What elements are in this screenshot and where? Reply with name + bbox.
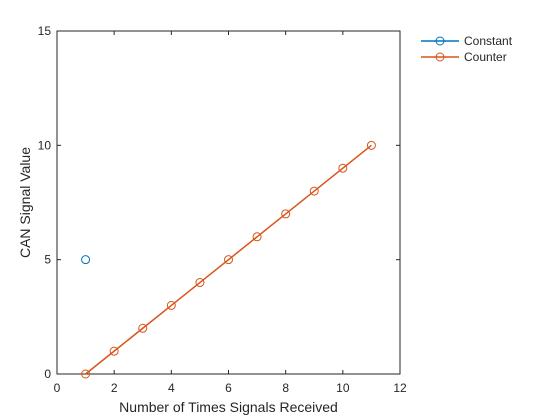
y-tick-label: 10 bbox=[38, 138, 52, 152]
x-tick-label: 8 bbox=[282, 381, 289, 395]
data-point bbox=[366, 140, 376, 150]
plot-area bbox=[56, 30, 401, 375]
data-point bbox=[252, 232, 262, 242]
y-tick-label: 0 bbox=[44, 367, 51, 381]
series-constant bbox=[81, 255, 91, 265]
y-tick-label: 5 bbox=[44, 253, 51, 267]
legend-label: Counter bbox=[464, 50, 507, 64]
x-axis-ticks: 0 2 4 6 8 10 12 bbox=[54, 31, 407, 395]
data-point bbox=[281, 209, 291, 219]
data-point bbox=[195, 278, 205, 288]
legend-marker bbox=[435, 36, 445, 46]
legend-marker bbox=[435, 52, 445, 62]
series-counter bbox=[81, 140, 376, 379]
y-axis-ticks: 0 5 10 15 bbox=[38, 24, 400, 381]
legend-label: Constant bbox=[464, 34, 513, 48]
y-tick-label: 15 bbox=[38, 24, 52, 38]
data-point bbox=[338, 163, 348, 173]
x-tick-label: 4 bbox=[168, 381, 175, 395]
x-tick-label: 0 bbox=[54, 381, 61, 395]
y-axis-label: CAN Signal Value bbox=[17, 147, 33, 258]
series-layer bbox=[81, 140, 376, 379]
data-point bbox=[138, 323, 148, 333]
data-point bbox=[81, 369, 91, 379]
x-tick-label: 6 bbox=[225, 381, 232, 395]
x-tick-label: 2 bbox=[111, 381, 118, 395]
x-axis-label: Number of Times Signals Received bbox=[119, 399, 338, 415]
legend: Constant Counter bbox=[421, 34, 513, 64]
axes-box bbox=[56, 30, 401, 375]
legend-item: Constant bbox=[421, 34, 513, 48]
x-tick-label: 12 bbox=[393, 381, 407, 395]
data-point bbox=[109, 346, 119, 356]
series-line bbox=[85, 144, 372, 375]
data-point bbox=[166, 300, 176, 310]
data-point bbox=[224, 255, 233, 265]
x-tick-label: 10 bbox=[336, 381, 350, 395]
data-point bbox=[81, 255, 91, 265]
data-point bbox=[309, 186, 319, 196]
legend-item: Counter bbox=[421, 50, 507, 64]
